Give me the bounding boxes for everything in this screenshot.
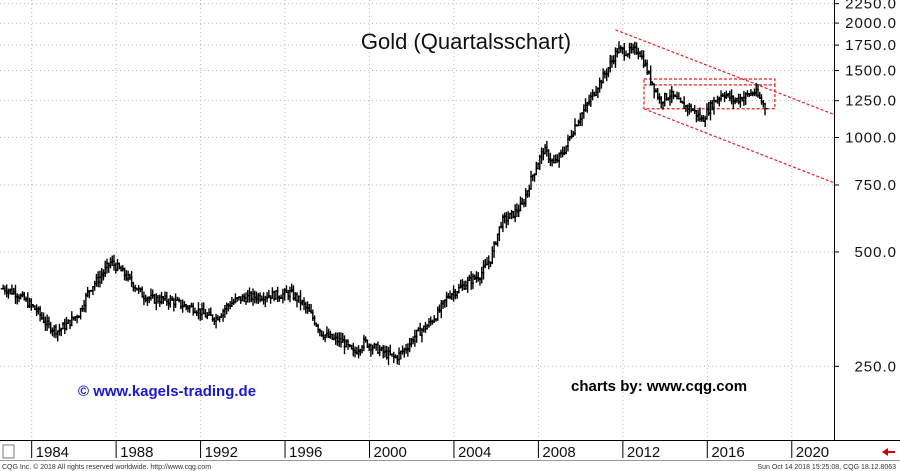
trend-line	[615, 29, 835, 115]
x-tick-label: 1988	[120, 444, 153, 461]
x-tick-label: 1996	[289, 444, 322, 461]
trend-line	[643, 108, 835, 184]
footer-timestamp: Sun Oct 14 2018 15:25:08, CQG 18.12.8063	[757, 464, 896, 471]
y-tick-label: 750.0	[854, 177, 897, 194]
y-tick-label: 1750.0	[845, 37, 897, 54]
x-tick-label: 2016	[711, 444, 744, 461]
y-tick-label: 2000.0	[845, 15, 897, 32]
credit-kagels[interactable]: © www.kagels-trading.de	[78, 383, 256, 400]
y-tick-label: 1000.0	[845, 129, 897, 146]
arrow-left-icon[interactable]	[2, 444, 15, 459]
y-tick-label: 2250.0	[845, 0, 897, 13]
x-tick-label: 2008	[542, 444, 575, 461]
y-tick-label: 250.0	[854, 358, 897, 375]
x-tick-label: 2000	[373, 444, 406, 461]
y-tick-label: 500.0	[854, 244, 897, 261]
x-tick-label: 2020	[796, 444, 829, 461]
ohlc-bars	[0, 41, 768, 366]
arrow-right-icon-tail	[888, 451, 895, 453]
y-axis-ticks: 2250.0 2000.0 1750.0 1500.0 1250.0 1000.0 750.…	[834, 0, 897, 375]
footer-copyright: CQG Inc. © 2018 All rights reserved worl…	[2, 463, 211, 471]
y-tick-label: 1500.0	[845, 63, 897, 80]
x-tick-label: 1992	[205, 444, 238, 461]
gridlines	[0, 0, 834, 440]
x-tick-label: 1984	[36, 444, 69, 461]
chart-title: Gold (Quartalsschart)	[361, 29, 571, 54]
x-axis-ticks: 1984 1988 1992 1996 2000 2004 2008 2012 2016 2020	[31, 440, 829, 461]
plot-area	[0, 0, 834, 441]
x-tick-label: 2012	[627, 444, 660, 461]
y-tick-label: 1250.0	[845, 93, 897, 110]
arrow-right-icon[interactable]	[882, 448, 888, 456]
x-tick-label: 2004	[458, 444, 491, 461]
credit-cqg: charts by: www.cqg.com	[571, 378, 747, 395]
